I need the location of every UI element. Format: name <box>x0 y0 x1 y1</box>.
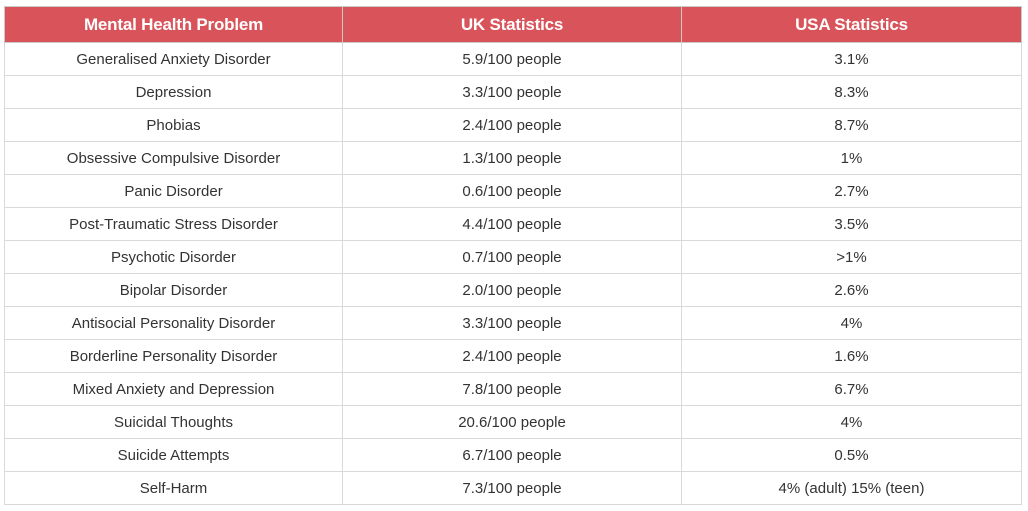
uk-stat-cell: 2.4/100 people <box>342 339 682 373</box>
uk-stat-cell: 3.3/100 people <box>342 306 682 340</box>
usa-stat-cell: 3.5% <box>681 207 1022 241</box>
table-row: Borderline Personality Disorder 2.4/100 p… <box>4 339 1022 373</box>
problem-cell: Depression <box>4 75 343 109</box>
usa-stat-cell: 3.1% <box>681 42 1022 76</box>
problem-cell: Borderline Personality Disorder <box>4 339 343 373</box>
usa-stat-cell: 6.7% <box>681 372 1022 406</box>
usa-stat-cell: 4% (adult) 15% (teen) <box>681 471 1022 505</box>
uk-stat-cell: 1.3/100 people <box>342 141 682 175</box>
table-row: Antisocial Personality Disorder 3.3/100 p… <box>4 306 1022 340</box>
table-row: Panic Disorder 0.6/100 people 2.7% <box>4 174 1022 208</box>
problem-cell: Phobias <box>4 108 343 142</box>
uk-stat-cell: 20.6/100 people <box>342 405 682 439</box>
problem-cell: Suicide Attempts <box>4 438 343 472</box>
problem-cell: Antisocial Personality Disorder <box>4 306 343 340</box>
mental-health-stats-table: Mental Health Problem UK Statistics USA … <box>4 6 1022 505</box>
stats-table-container: Mental Health Problem UK Statistics USA … <box>4 6 1022 505</box>
table-row: Post-Traumatic Stress Disorder 4.4/100 pe… <box>4 207 1022 241</box>
problem-cell: Panic Disorder <box>4 174 343 208</box>
table-row: Generalised Anxiety Disorder 5.9/100 peop… <box>4 42 1022 76</box>
uk-stat-cell: 3.3/100 people <box>342 75 682 109</box>
table-row: Suicidal Thoughts 20.6/100 people 4% <box>4 405 1022 439</box>
header-usa-statistics: USA Statistics <box>681 6 1022 43</box>
header-mental-health-problem: Mental Health Problem <box>4 6 343 43</box>
table-header-row: Mental Health Problem UK Statistics USA … <box>4 6 1022 43</box>
problem-cell: Suicidal Thoughts <box>4 405 343 439</box>
usa-stat-cell: 1.6% <box>681 339 1022 373</box>
usa-stat-cell: 4% <box>681 405 1022 439</box>
table-row: Psychotic Disorder 0.7/100 people >1% <box>4 240 1022 274</box>
table-row: Depression 3.3/100 people 8.3% <box>4 75 1022 109</box>
problem-cell: Mixed Anxiety and Depression <box>4 372 343 406</box>
problem-cell: Obsessive Compulsive Disorder <box>4 141 343 175</box>
uk-stat-cell: 6.7/100 people <box>342 438 682 472</box>
table-row: Bipolar Disorder 2.0/100 people 2.6% <box>4 273 1022 307</box>
usa-stat-cell: 1% <box>681 141 1022 175</box>
header-uk-statistics: UK Statistics <box>342 6 682 43</box>
problem-cell: Bipolar Disorder <box>4 273 343 307</box>
problem-cell: Self-Harm <box>4 471 343 505</box>
usa-stat-cell: 2.7% <box>681 174 1022 208</box>
usa-stat-cell: 2.6% <box>681 273 1022 307</box>
table-row: Phobias 2.4/100 people 8.7% <box>4 108 1022 142</box>
table-row: Mixed Anxiety and Depression 7.8/100 peop… <box>4 372 1022 406</box>
uk-stat-cell: 2.0/100 people <box>342 273 682 307</box>
uk-stat-cell: 2.4/100 people <box>342 108 682 142</box>
usa-stat-cell: 8.3% <box>681 75 1022 109</box>
table-body: Generalised Anxiety Disorder 5.9/100 peop… <box>4 42 1022 505</box>
uk-stat-cell: 5.9/100 people <box>342 42 682 76</box>
usa-stat-cell: 0.5% <box>681 438 1022 472</box>
uk-stat-cell: 0.6/100 people <box>342 174 682 208</box>
usa-stat-cell: 8.7% <box>681 108 1022 142</box>
uk-stat-cell: 7.8/100 people <box>342 372 682 406</box>
usa-stat-cell: >1% <box>681 240 1022 274</box>
uk-stat-cell: 7.3/100 people <box>342 471 682 505</box>
problem-cell: Post-Traumatic Stress Disorder <box>4 207 343 241</box>
uk-stat-cell: 4.4/100 people <box>342 207 682 241</box>
table-row: Obsessive Compulsive Disorder 1.3/100 peo… <box>4 141 1022 175</box>
table-row: Suicide Attempts 6.7/100 people 0.5% <box>4 438 1022 472</box>
table-row: Self-Harm 7.3/100 people 4% (adult) 15% (t… <box>4 471 1022 505</box>
problem-cell: Generalised Anxiety Disorder <box>4 42 343 76</box>
usa-stat-cell: 4% <box>681 306 1022 340</box>
problem-cell: Psychotic Disorder <box>4 240 343 274</box>
uk-stat-cell: 0.7/100 people <box>342 240 682 274</box>
